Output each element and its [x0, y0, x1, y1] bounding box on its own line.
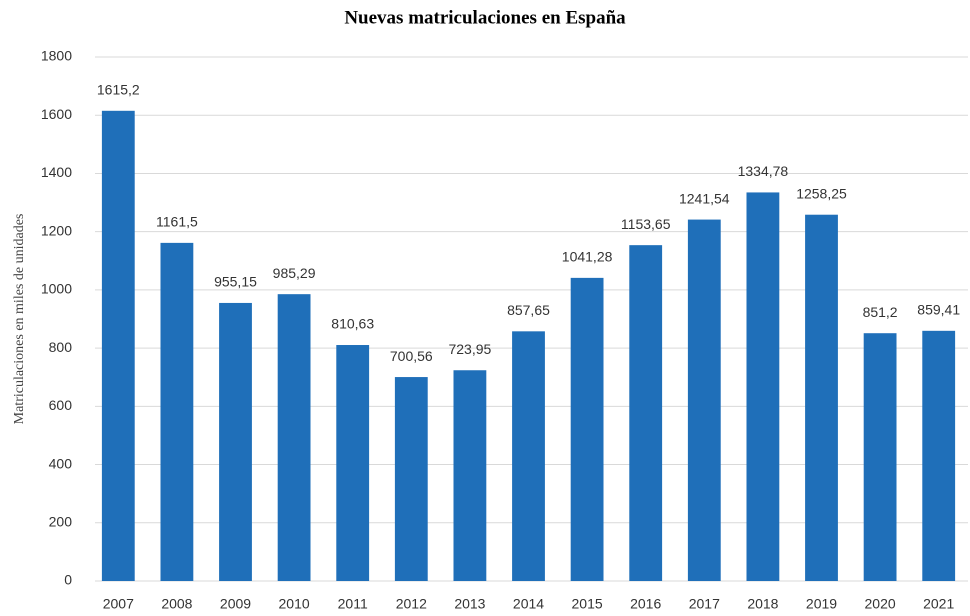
bar — [863, 333, 897, 581]
data-label: 1161,5 — [156, 214, 198, 230]
data-label: 1241,54 — [679, 190, 730, 206]
y-tick-label: 1000 — [41, 281, 72, 297]
x-tick-label: 2013 — [454, 596, 485, 612]
x-tick-label: 2019 — [806, 596, 837, 612]
x-tick-label: 2007 — [103, 596, 134, 612]
bar — [570, 277, 604, 581]
data-label: 955,15 — [214, 274, 257, 290]
y-tick-label: 1600 — [41, 106, 72, 122]
y-tick-label: 1400 — [41, 164, 72, 180]
y-tick-label: 0 — [64, 572, 72, 588]
bar — [219, 302, 252, 581]
chart-title: Nuevas matriculaciones en España — [344, 7, 626, 28]
x-tick-label: 2012 — [396, 596, 427, 612]
bar — [394, 377, 428, 581]
y-axis-label: Matriculaciones en miles de unidades — [12, 214, 27, 425]
x-tick-label: 2010 — [279, 596, 310, 612]
bar — [453, 370, 487, 581]
y-tick-label: 200 — [49, 513, 73, 529]
x-tick-label: 2020 — [865, 596, 896, 612]
x-tick-label: 2011 — [338, 596, 368, 612]
data-label: 810,63 — [331, 316, 374, 332]
bar — [805, 214, 838, 581]
y-tick-label: 1800 — [41, 48, 72, 64]
data-label: 859,41 — [917, 302, 960, 318]
bar — [277, 294, 311, 581]
data-label: 1153,65 — [621, 216, 671, 232]
y-tick-label: 400 — [49, 455, 73, 471]
x-tick-label: 2021 — [923, 596, 954, 612]
x-tick-label: 2016 — [630, 596, 661, 612]
bar — [629, 245, 663, 581]
y-tick-label: 600 — [49, 397, 73, 413]
bar — [922, 330, 956, 581]
x-tick-label: 2015 — [572, 596, 603, 612]
data-label: 700,56 — [390, 348, 433, 364]
bar — [746, 192, 780, 581]
x-tick-label: 2009 — [220, 596, 251, 612]
data-label: 1334,78 — [738, 163, 789, 179]
y-tick-label: 1200 — [41, 222, 72, 238]
x-tick-label: 2018 — [747, 596, 778, 612]
y-tick-label: 800 — [49, 339, 73, 355]
data-label: 723,95 — [448, 341, 491, 357]
data-label: 1615,2 — [97, 82, 140, 98]
data-label: 851,2 — [863, 304, 898, 320]
x-tick-label: 2017 — [689, 596, 720, 612]
data-label: 1258,25 — [796, 185, 847, 201]
data-label: 1041,28 — [562, 249, 613, 265]
bar — [336, 345, 370, 581]
x-tick-label: 2008 — [161, 596, 192, 612]
bar — [687, 219, 721, 581]
data-label: 857,65 — [507, 302, 550, 318]
bar — [512, 331, 545, 581]
bar — [101, 110, 135, 581]
bar — [160, 242, 194, 581]
x-tick-label: 2014 — [513, 596, 544, 612]
data-label: 985,29 — [273, 265, 316, 281]
